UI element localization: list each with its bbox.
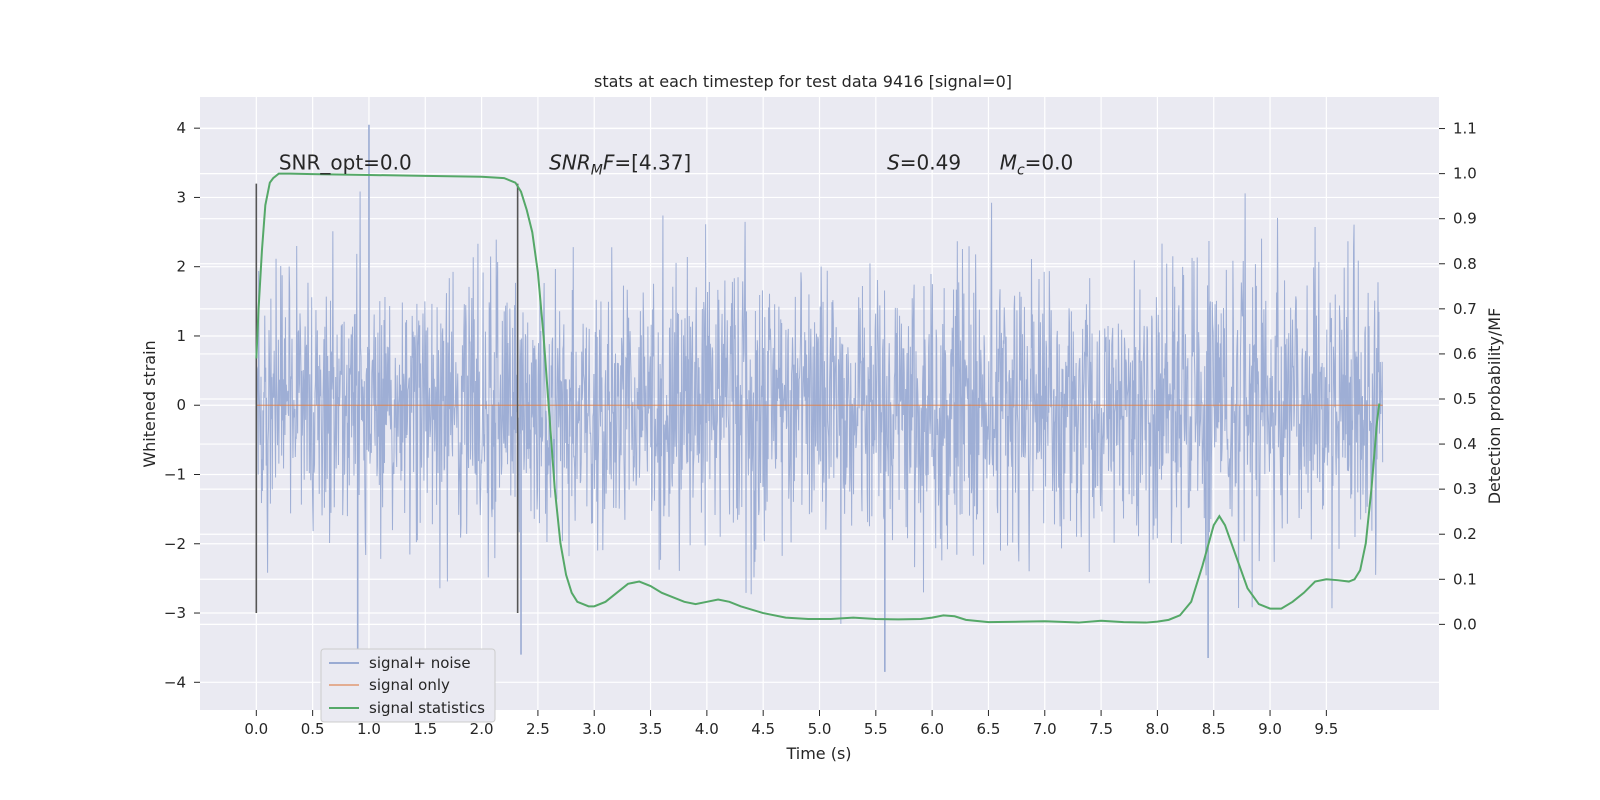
x-tick-label: 8.5 [1202, 720, 1226, 738]
x-axis-label: Time (s) [785, 744, 851, 763]
x-tick-label: 3.5 [639, 720, 663, 738]
right-y-tick-label: 0.1 [1453, 570, 1477, 588]
left-y-tick-label: −1 [164, 465, 186, 483]
x-tick-label: 4.0 [695, 720, 719, 738]
left-y-tick-label: −4 [164, 673, 186, 691]
left-y-tick-label: −3 [164, 604, 186, 622]
left-y-tick-label: 4 [176, 119, 186, 137]
x-axis-ticks: 0.0 0.5 1.0 1.5 2.0 2.5 3.0 3.5 4.0 4.5 5.0 5.5 6.0 6… [244, 710, 1338, 738]
x-tick-label: 8.0 [1145, 720, 1169, 738]
x-tick-label: 7.0 [1033, 720, 1057, 738]
x-tick-label: 3.0 [582, 720, 606, 738]
left-y-tick-label: −2 [164, 535, 186, 553]
right-y-tick-label: 0.2 [1453, 525, 1477, 543]
x-tick-label: 5.5 [864, 720, 888, 738]
chart-title: stats at each timestep for test data 941… [594, 72, 1012, 91]
right-y-tick-label: 0.9 [1453, 210, 1477, 228]
right-y-tick-label: 0.5 [1453, 390, 1477, 408]
x-tick-label: 1.5 [413, 720, 437, 738]
x-tick-label: 9.0 [1258, 720, 1282, 738]
x-tick-label: 1.0 [357, 720, 381, 738]
right-y-tick-label: 0.3 [1453, 480, 1477, 498]
right-y-axis-label: Detection probability/MF [1485, 308, 1504, 505]
vertical-markers [255, 183, 519, 614]
signal-statistics-line [255, 172, 1381, 624]
x-tick-label: 0.0 [244, 720, 268, 738]
x-tick-label: 7.5 [1089, 720, 1113, 738]
x-tick-label: 6.0 [920, 720, 944, 738]
right-y-axis-ticks: 1.1 1.0 0.9 0.8 0.7 0.6 0.5 0.4 0.3 0.2 0.1 0.0 [1439, 120, 1477, 633]
annotation-mc: Mc=0.0 [1000, 151, 1074, 179]
left-y-tick-label: 3 [176, 188, 186, 206]
legend-label-signal-plus-noise: signal+ noise [369, 654, 471, 672]
x-tick-label: 0.5 [301, 720, 325, 738]
x-tick-label: 4.5 [751, 720, 775, 738]
left-y-axis-ticks: 4 3 2 1 0 −1 −2 −3 −4 [164, 119, 200, 691]
legend-label-signal-statistics: signal statistics [369, 699, 485, 717]
right-y-tick-label: 0.0 [1453, 615, 1477, 633]
x-tick-label: 2.5 [526, 720, 550, 738]
left-y-axis-label: Whitened strain [140, 340, 159, 467]
x-tick-label: 6.5 [977, 720, 1001, 738]
signal-plus-noise-series [255, 124, 1384, 672]
right-y-tick-label: 0.8 [1453, 255, 1477, 273]
left-y-tick-label: 2 [176, 258, 186, 276]
legend-box [320, 648, 496, 723]
right-y-tick-label: 0.4 [1453, 435, 1477, 453]
annotation-s: S=0.49 [887, 151, 961, 175]
left-y-tick-label: 1 [176, 327, 186, 345]
left-y-tick-label: 0 [176, 396, 186, 414]
x-tick-label: 5.0 [808, 720, 832, 738]
right-y-tick-label: 1.0 [1453, 165, 1477, 183]
x-tick-label: 9.5 [1314, 720, 1338, 738]
annotation-snr-opt: SNR_opt=0.0 [279, 151, 412, 175]
signal-plus-noise-trace [255, 191, 1384, 624]
right-y-tick-label: 0.6 [1453, 345, 1477, 363]
right-y-tick-label: 0.7 [1453, 300, 1477, 318]
annotations: SNR_opt=0.0 SNRMF=[4.37] S=0.49 Mc=0.0 [279, 151, 1073, 179]
legend: signal+ noise signal only signal statist… [320, 648, 496, 723]
right-y-tick-label: 1.1 [1453, 120, 1477, 138]
legend-label-signal-only: signal only [369, 676, 450, 694]
annotation-snr-mf: SNRMF=[4.37] [549, 151, 691, 179]
x-tick-label: 2.0 [470, 720, 494, 738]
